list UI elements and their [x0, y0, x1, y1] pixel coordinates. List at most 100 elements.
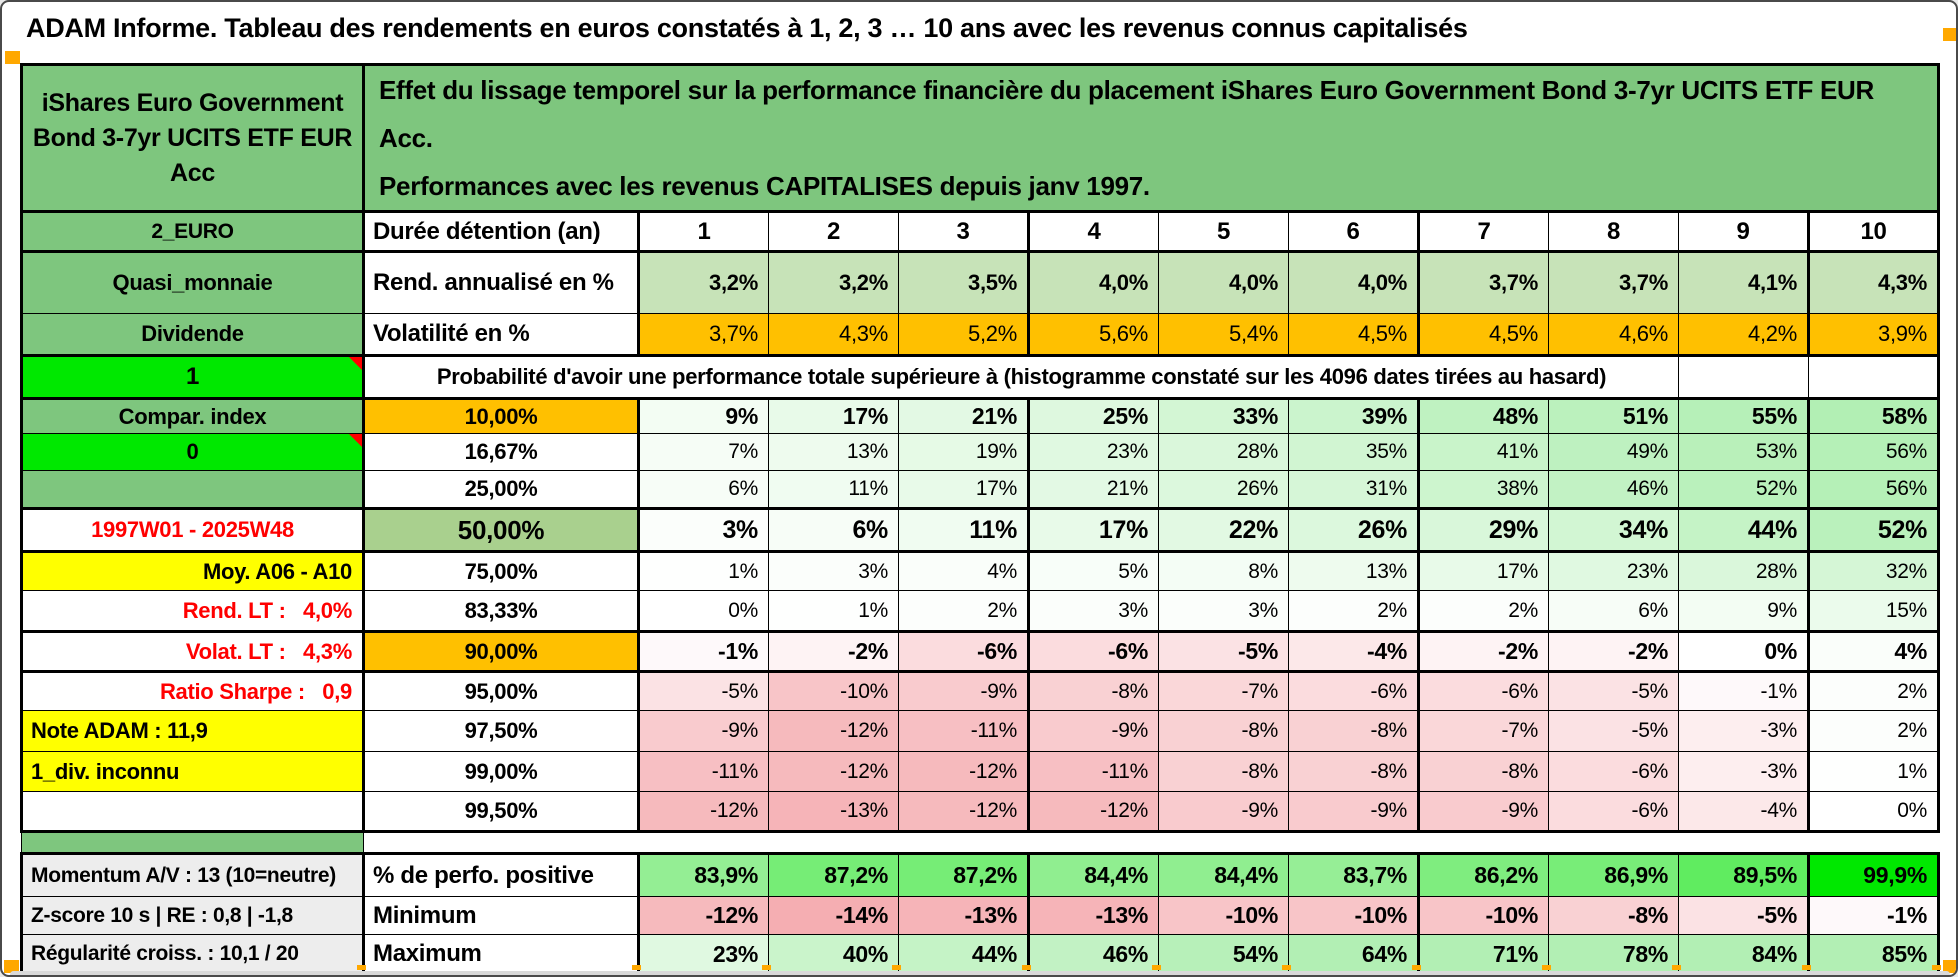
volatility-value-cell[interactable]: 5,6%: [1027, 313, 1159, 357]
probability-value-cell[interactable]: -5%: [1548, 710, 1679, 753]
annualized-return-value-cell[interactable]: 4,0%: [1027, 251, 1159, 315]
probability-value-cell[interactable]: -11%: [637, 751, 769, 793]
probability-value-cell[interactable]: 0%: [1807, 791, 1940, 834]
sheet-title-cell[interactable]: ADAM Informe. Tableau des rendements en …: [10, 8, 1948, 48]
horizontal-scrollbar[interactable]: [10, 971, 1950, 975]
probability-value-cell[interactable]: 6%: [637, 470, 769, 510]
probability-value-cell[interactable]: 29%: [1417, 507, 1549, 554]
minimum-value-cell[interactable]: -1%: [1807, 896, 1940, 936]
minimum-label-cell[interactable]: Minimum: [362, 896, 639, 936]
probability-value-cell[interactable]: 13%: [1288, 551, 1419, 592]
minimum-value-cell[interactable]: -14%: [768, 896, 899, 936]
probability-value-cell[interactable]: -8%: [1288, 710, 1419, 753]
duration-year-cell[interactable]: 2: [768, 211, 899, 254]
period-range-cell[interactable]: 1997W01 - 2025W48: [20, 507, 364, 554]
probability-value-cell[interactable]: 51%: [1548, 398, 1679, 435]
probability-value-cell[interactable]: 6%: [1548, 590, 1679, 633]
probability-value-cell[interactable]: 4%: [1807, 630, 1940, 674]
probability-value-cell[interactable]: 11%: [768, 470, 899, 510]
average-note-cell[interactable]: Moy. A06 - A10: [20, 551, 364, 592]
probability-value-cell[interactable]: 55%: [1678, 398, 1809, 435]
fund-name-cell[interactable]: iShares Euro Government Bond 3-7yr UCITS…: [20, 62, 364, 214]
probability-value-cell[interactable]: -9%: [637, 710, 769, 753]
maximum-label-cell[interactable]: Maximum: [362, 934, 639, 975]
probability-threshold-cell[interactable]: 83,33%: [362, 590, 639, 633]
probability-value-cell[interactable]: -9%: [1158, 791, 1289, 834]
probability-value-cell[interactable]: 39%: [1288, 398, 1419, 435]
maximum-value-cell[interactable]: 44%: [898, 934, 1029, 975]
probability-value-cell[interactable]: -4%: [1678, 791, 1809, 834]
volatility-value-cell[interactable]: 5,2%: [898, 313, 1029, 357]
probability-value-cell[interactable]: 7%: [637, 433, 769, 472]
maximum-value-cell[interactable]: 23%: [637, 934, 769, 975]
probability-value-cell[interactable]: -8%: [1158, 710, 1289, 753]
dividend-cell[interactable]: Dividende: [20, 313, 364, 357]
probability-value-cell[interactable]: -4%: [1288, 630, 1419, 674]
duration-year-cell[interactable]: 1: [637, 211, 769, 254]
probability-value-cell[interactable]: 17%: [1027, 507, 1159, 554]
volatility-value-cell[interactable]: 4,6%: [1548, 313, 1679, 357]
duration-year-cell[interactable]: 9: [1678, 211, 1809, 254]
minimum-value-cell[interactable]: -10%: [1417, 896, 1549, 936]
long-term-return-cell[interactable]: Rend. LT : 4,0%: [20, 590, 364, 633]
maximum-value-cell[interactable]: 46%: [1027, 934, 1159, 975]
probability-value-cell[interactable]: 28%: [1158, 433, 1289, 472]
probability-value-cell[interactable]: -12%: [1027, 791, 1159, 834]
probability-value-cell[interactable]: -1%: [637, 630, 769, 674]
dividend-note-cell[interactable]: 1_div. inconnu: [20, 751, 364, 793]
probability-value-cell[interactable]: 46%: [1548, 470, 1679, 510]
annualized-return-value-cell[interactable]: 4,0%: [1288, 251, 1419, 315]
probability-value-cell[interactable]: 23%: [1027, 433, 1159, 472]
probability-value-cell[interactable]: 58%: [1807, 398, 1940, 435]
probability-value-cell[interactable]: -12%: [768, 751, 899, 793]
duration-year-cell[interactable]: 4: [1027, 211, 1159, 254]
annualized-return-value-cell[interactable]: 3,2%: [768, 251, 899, 315]
probability-value-cell[interactable]: 48%: [1417, 398, 1549, 435]
probability-value-cell[interactable]: 0%: [1678, 630, 1809, 674]
empty-cell[interactable]: [1678, 354, 1809, 401]
zscore-cell[interactable]: Z-score 10 s | RE : 0,8 | -1,8: [20, 896, 364, 936]
probability-threshold-cell[interactable]: 16,67%: [362, 433, 639, 472]
probability-value-cell[interactable]: 23%: [1548, 551, 1679, 592]
probability-value-cell[interactable]: -6%: [1417, 671, 1549, 712]
probability-value-cell[interactable]: -9%: [1027, 710, 1159, 753]
empty-cell[interactable]: [1808, 354, 1940, 401]
probability-value-cell[interactable]: -2%: [1548, 630, 1679, 674]
probability-value-cell[interactable]: -8%: [1288, 751, 1419, 793]
probability-value-cell[interactable]: 3%: [768, 551, 899, 592]
volatility-value-cell[interactable]: 4,5%: [1288, 313, 1419, 357]
regularity-cell[interactable]: Régularité croiss. : 10,1 / 20: [20, 934, 364, 975]
blank-cell[interactable]: [20, 791, 364, 834]
volatility-value-cell[interactable]: 3,7%: [637, 313, 769, 357]
probability-value-cell[interactable]: -3%: [1678, 710, 1809, 753]
table-description-cell[interactable]: Effet du lissage temporel sur la perform…: [362, 62, 1940, 214]
probability-value-cell[interactable]: -6%: [1288, 671, 1419, 712]
duration-year-cell[interactable]: 10: [1807, 211, 1940, 254]
spacer-green-cell[interactable]: [21, 831, 364, 855]
minimum-value-cell[interactable]: -12%: [637, 896, 769, 936]
probability-value-cell[interactable]: -6%: [1027, 630, 1159, 674]
volatility-value-cell[interactable]: 3,9%: [1807, 313, 1940, 357]
probability-value-cell[interactable]: 38%: [1417, 470, 1549, 510]
indicator-zero-cell[interactable]: 0: [20, 433, 364, 472]
probability-value-cell[interactable]: -6%: [898, 630, 1029, 674]
probability-value-cell[interactable]: -8%: [1027, 671, 1159, 712]
duration-header-cell[interactable]: Durée détention (an): [362, 211, 639, 254]
-de-perfo-positive-value-cell[interactable]: 89,5%: [1678, 852, 1809, 898]
probability-value-cell[interactable]: -8%: [1417, 751, 1549, 793]
probability-value-cell[interactable]: 52%: [1678, 470, 1809, 510]
probability-value-cell[interactable]: 3%: [1158, 590, 1289, 633]
long-term-volatility-cell[interactable]: Volat. LT : 4,3%: [20, 630, 364, 674]
probability-value-cell[interactable]: 41%: [1417, 433, 1549, 472]
probability-value-cell[interactable]: 1%: [768, 590, 899, 633]
probability-value-cell[interactable]: -9%: [898, 671, 1029, 712]
annualized-return-value-cell[interactable]: 4,1%: [1678, 251, 1809, 315]
probability-threshold-cell[interactable]: 95,00%: [362, 671, 639, 712]
probability-header-cell[interactable]: Probabilité d'avoir une performance tota…: [362, 354, 1679, 401]
probability-threshold-cell[interactable]: 25,00%: [362, 470, 639, 510]
-de-perfo-positive-value-cell[interactable]: 83,9%: [637, 852, 769, 898]
duration-year-cell[interactable]: 8: [1548, 211, 1679, 254]
probability-threshold-cell[interactable]: 10,00%: [362, 398, 639, 435]
maximum-value-cell[interactable]: 64%: [1288, 934, 1419, 975]
probability-value-cell[interactable]: -8%: [1158, 751, 1289, 793]
